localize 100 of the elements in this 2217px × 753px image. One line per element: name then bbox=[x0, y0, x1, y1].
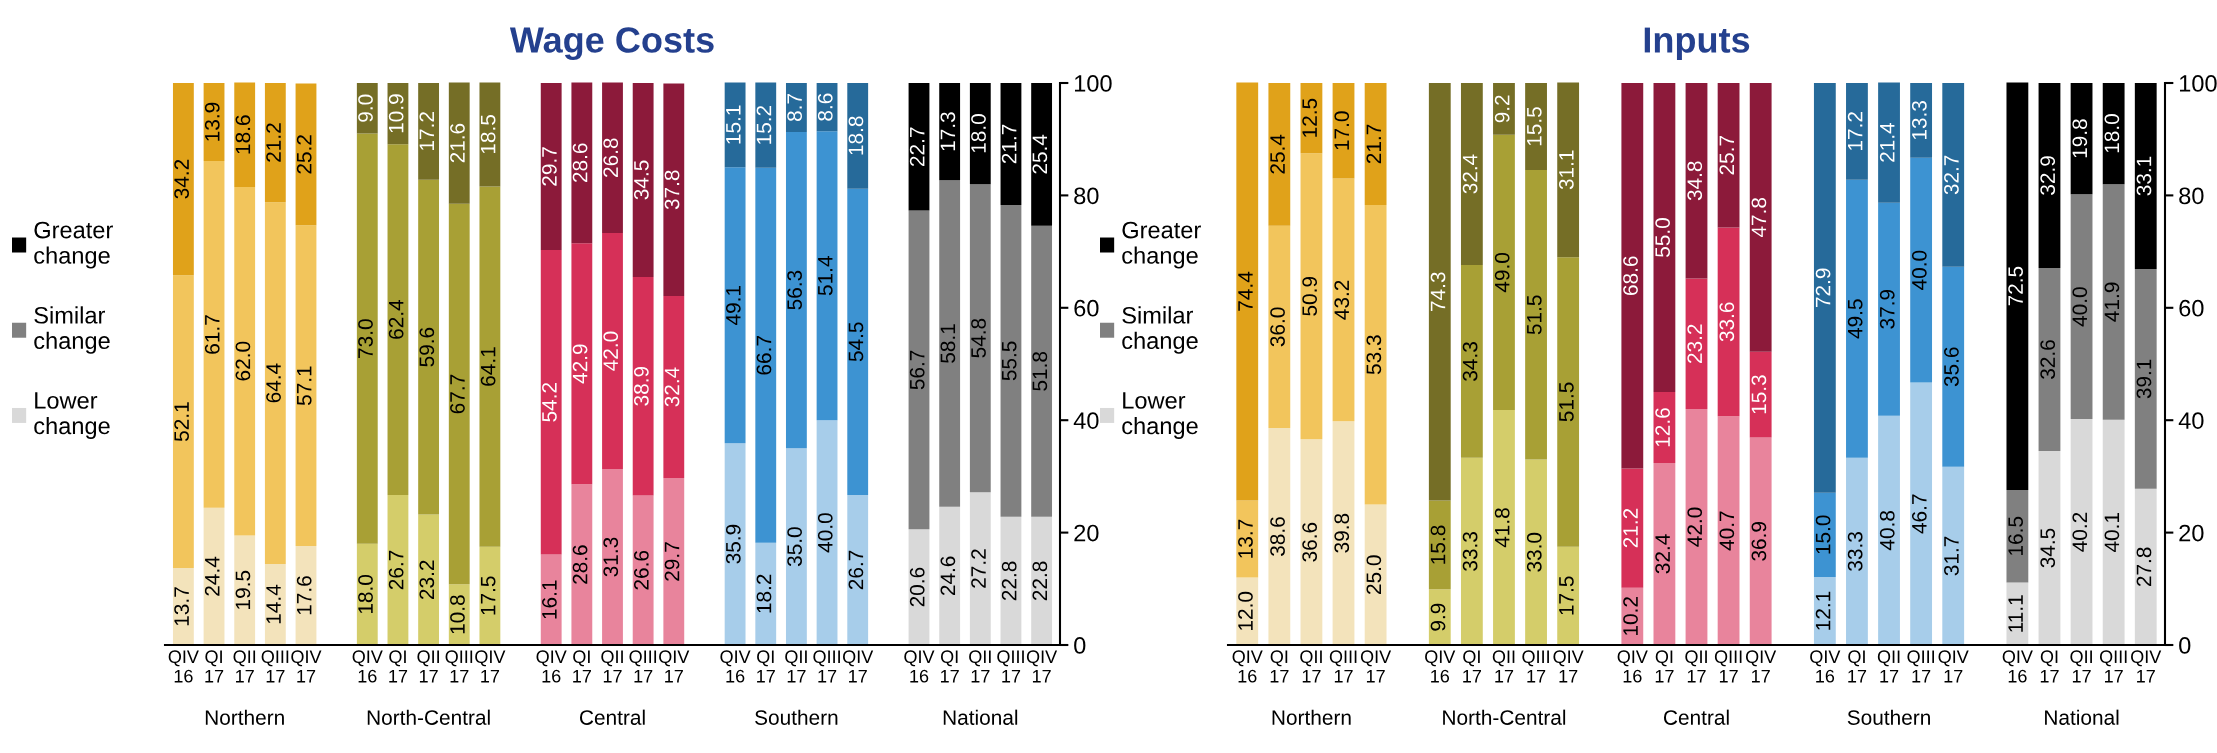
bar bbox=[755, 542, 777, 645]
x-tick-label: QIII 17 bbox=[1714, 650, 1742, 683]
bar bbox=[1621, 468, 1644, 588]
y-tick-label: 40 bbox=[2178, 412, 2204, 429]
x-tick-label: QIV 17 bbox=[1938, 650, 1969, 683]
data-label: 32.4 bbox=[664, 367, 680, 407]
data-label: 64.4 bbox=[266, 363, 281, 403]
data-label: 33.6 bbox=[1719, 302, 1735, 342]
x-tick-label: QI 17 bbox=[1655, 650, 1674, 683]
data-label: 18.5 bbox=[480, 115, 496, 154]
bar bbox=[847, 188, 869, 495]
data-label: 15.2 bbox=[756, 105, 772, 144]
data-label: 32.4 bbox=[1655, 534, 1670, 574]
x-tick-label: QII 17 bbox=[1685, 650, 1707, 683]
bar bbox=[1910, 157, 1933, 383]
bar bbox=[1364, 204, 1387, 505]
data-label: 56.7 bbox=[909, 350, 925, 390]
data-label: 22.7 bbox=[909, 127, 925, 167]
legend-label: Greater change bbox=[1122, 221, 1201, 269]
bar bbox=[1749, 437, 1772, 645]
x-tick-label: QIV 17 bbox=[843, 650, 874, 683]
data-label: 38.6 bbox=[1270, 517, 1285, 557]
data-label: 16.5 bbox=[2008, 516, 2023, 555]
data-label: 32.4 bbox=[1462, 154, 1478, 194]
data-label: 26.8 bbox=[603, 138, 619, 177]
data-label: 31.1 bbox=[1558, 150, 1574, 190]
bar bbox=[755, 167, 777, 543]
data-label: 26.7 bbox=[388, 550, 404, 590]
data-label: 9.9 bbox=[1430, 603, 1446, 631]
data-label: 40.0 bbox=[817, 513, 833, 553]
x-tick-label: QIV 16 bbox=[904, 650, 935, 683]
bar bbox=[1846, 83, 1868, 180]
data-label: 57.1 bbox=[297, 366, 312, 406]
legend-label: Lower change bbox=[34, 392, 110, 439]
x-tick-label: QII 17 bbox=[233, 650, 256, 683]
data-label: 25.4 bbox=[1032, 134, 1048, 174]
data-label: 18.0 bbox=[971, 114, 986, 153]
data-label: 32.6 bbox=[2040, 340, 2056, 379]
bar bbox=[1685, 408, 1708, 645]
data-label: 25.0 bbox=[1366, 555, 1382, 594]
bar bbox=[2070, 419, 2093, 645]
bar bbox=[663, 83, 685, 296]
chart-title: Inputs bbox=[1644, 27, 1750, 60]
data-label: 29.7 bbox=[542, 147, 557, 186]
data-label: 49.0 bbox=[1494, 252, 1510, 293]
data-label: 55.5 bbox=[1002, 341, 1017, 381]
y-tick-label: 0 bbox=[1074, 637, 1086, 654]
data-label: 40.7 bbox=[1719, 511, 1735, 551]
text: National bbox=[943, 709, 1018, 725]
bar bbox=[1236, 500, 1259, 578]
bar bbox=[785, 131, 807, 449]
bar bbox=[785, 83, 807, 132]
bar bbox=[540, 554, 562, 645]
x-tick-label: QIV 16 bbox=[720, 650, 751, 683]
data-label: 54.8 bbox=[971, 318, 986, 358]
bar bbox=[632, 83, 654, 277]
text: Northern bbox=[205, 709, 284, 725]
data-label: 32.9 bbox=[2040, 156, 2056, 195]
text: Southern bbox=[755, 709, 838, 725]
bar bbox=[264, 202, 286, 565]
bar bbox=[1685, 278, 1708, 409]
x-tick-label: QII 17 bbox=[1877, 650, 1900, 683]
y-tick-label: 0 bbox=[2179, 637, 2191, 654]
data-label: 51.5 bbox=[1527, 295, 1542, 335]
bar bbox=[2006, 82, 2029, 490]
bar bbox=[724, 82, 746, 168]
x-tick-label: QIV 16 bbox=[1617, 650, 1648, 683]
data-label: 17.6 bbox=[296, 576, 312, 615]
bar bbox=[1813, 577, 1836, 645]
bar bbox=[816, 131, 838, 421]
text: North-Central bbox=[1443, 709, 1566, 725]
data-label: 13.7 bbox=[1238, 519, 1253, 558]
data-label: 19.5 bbox=[235, 570, 251, 609]
x-tick-label: QIV 16 bbox=[1810, 650, 1841, 683]
bar bbox=[1332, 178, 1355, 422]
data-label: 25.4 bbox=[1270, 134, 1285, 174]
text: Central bbox=[1663, 709, 1729, 725]
bar bbox=[418, 179, 440, 515]
bar bbox=[1942, 83, 1965, 267]
bar bbox=[2038, 451, 2061, 645]
bar bbox=[1364, 83, 1387, 205]
bar bbox=[908, 83, 930, 211]
bar bbox=[571, 243, 593, 485]
bar bbox=[1813, 83, 1836, 493]
bar bbox=[1300, 153, 1323, 440]
bar bbox=[1460, 457, 1483, 645]
bar bbox=[1846, 457, 1868, 645]
bar bbox=[1910, 83, 1933, 158]
data-label: 29.7 bbox=[664, 542, 680, 581]
bar bbox=[1493, 134, 1515, 411]
data-label: 62.0 bbox=[235, 341, 251, 381]
data-label: 35.6 bbox=[1944, 347, 1959, 387]
bar bbox=[663, 478, 685, 645]
bar bbox=[1332, 421, 1355, 645]
bar bbox=[571, 82, 593, 244]
bar bbox=[172, 568, 194, 645]
bar bbox=[540, 249, 562, 555]
bar bbox=[1910, 382, 1933, 645]
data-label: 33.1 bbox=[2136, 156, 2152, 196]
bar bbox=[1621, 83, 1644, 469]
